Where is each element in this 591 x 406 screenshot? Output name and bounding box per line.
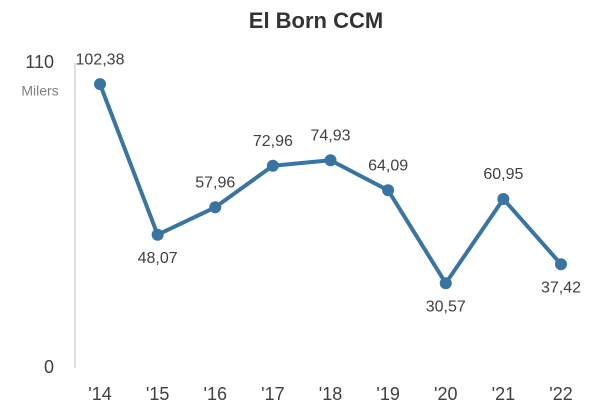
data-label: 30,57 [426, 298, 466, 315]
point [324, 154, 337, 167]
point [497, 193, 510, 206]
point [439, 277, 452, 290]
point [151, 228, 164, 241]
point [94, 78, 106, 91]
data-label: 74,93 [310, 127, 350, 144]
data-label: 64,09 [368, 158, 408, 175]
x-tick-label: '18 [319, 384, 342, 404]
x-tick-label: '21 [492, 384, 515, 404]
point [266, 159, 279, 172]
data-label: 72,96 [253, 133, 293, 150]
data-label: 37,42 [541, 279, 581, 296]
x-tick-label: '19 [376, 384, 399, 404]
data-label: 57,96 [195, 175, 235, 192]
x-tick-label: '22 [549, 384, 572, 404]
y-axis-label: Milers [21, 83, 58, 99]
x-tick-label: '17 [261, 384, 284, 404]
x-tick-label: '15 [146, 384, 169, 404]
y-tick-label: 0 [44, 357, 54, 377]
chart-title: El Born CCM [249, 8, 383, 33]
x-tick-label: '16 [204, 384, 227, 404]
data-label: 60,95 [483, 166, 523, 183]
y-tick-label: 110 [25, 52, 54, 72]
x-tick-label: '14 [88, 384, 111, 404]
data-label: 48,07 [138, 250, 178, 267]
point [555, 258, 567, 271]
data-label: 102,38 [76, 51, 125, 68]
point [209, 201, 222, 214]
point [382, 184, 395, 197]
x-tick-label: '20 [434, 384, 457, 404]
